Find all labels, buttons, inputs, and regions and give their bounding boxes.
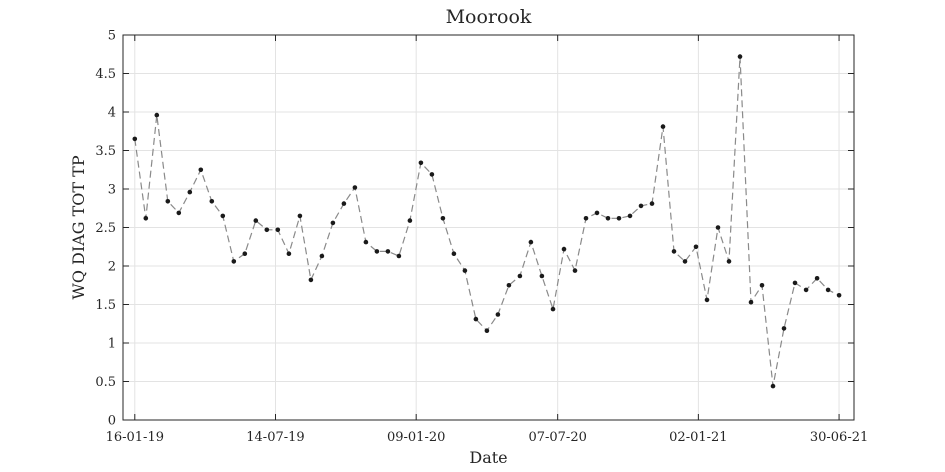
data-point [231,259,237,264]
y-tick-label: 1 [108,337,116,352]
tick-layer: 0 0.5 1 1.5 2 2.5 3 3.5 4 4.5 5 16-01-19 14-07-19 09-… [95,29,868,446]
data-point [605,216,611,221]
data-point [517,273,523,279]
data-point [451,251,457,256]
data-point [187,189,193,195]
data-point [484,328,490,334]
data-point [627,213,633,219]
x-tick-label: 14-07-19 [246,430,304,445]
data-point [495,312,501,317]
y-tick-label: 1.5 [95,298,116,313]
data-point [814,276,820,281]
data-point [209,199,215,204]
data-point [297,213,303,219]
data-point [759,283,765,288]
y-tick-label: 4.5 [95,67,116,82]
data-point [154,112,160,118]
data-point [143,216,149,221]
data-point [528,239,534,245]
data-point [649,201,655,206]
data-point [363,239,369,245]
data-point [836,293,842,298]
y-tick-label: 5 [108,29,116,44]
data-point [671,249,677,254]
series-line [134,56,840,387]
x-axis-label: Date [469,448,507,467]
x-tick-label: 07-07-20 [528,430,586,445]
data-point [660,124,666,129]
data-point [264,227,270,233]
data-point [308,277,314,283]
data-point [242,251,248,256]
y-tick-label: 3.5 [95,144,116,159]
data-point [693,244,699,250]
data-point [748,299,754,305]
data-point [737,54,743,59]
data-point [132,136,138,142]
data-point [704,297,710,303]
data-point [286,251,292,256]
y-tick-label: 4 [108,106,116,121]
data-point [319,253,325,259]
data-point [429,172,435,177]
data-point [374,249,380,254]
data-point [792,280,798,286]
data-point [220,213,226,219]
y-axis-label: WQ DIAG TOT TP [69,155,88,299]
data-point [770,383,776,389]
data-point [561,246,567,252]
data-point [825,287,831,293]
data-point [550,306,556,312]
x-tick-label: 09-01-20 [387,430,445,445]
data-point [418,160,424,166]
data-point [616,216,622,221]
grid-lines [123,34,854,421]
data-point [330,220,336,226]
data-point [638,203,644,209]
data-point [396,253,402,259]
data-point [583,216,589,221]
data-point [572,268,578,273]
y-tick-label: 0.5 [95,375,116,390]
data-point [726,259,732,264]
data-point [176,210,182,216]
data-point [594,210,600,216]
y-tick-label: 2.5 [95,221,116,236]
data-point [253,218,259,223]
data-point [473,316,479,322]
series-layer [132,54,842,389]
data-point [385,249,391,254]
x-tick-label: 30-06-21 [810,430,868,445]
data-point [275,227,281,233]
chart-title: Moorook [446,6,532,28]
data-point [781,326,787,331]
data-point [440,216,446,221]
data-point [506,283,512,288]
data-point [803,287,809,293]
data-point [165,199,171,204]
x-tick-label: 16-01-19 [106,430,164,445]
data-point [198,167,204,173]
x-tick-label: 02-01-21 [669,430,727,445]
data-point [462,268,468,273]
y-tick-label: 0 [108,414,116,429]
data-point [539,273,545,279]
data-point [352,185,358,190]
y-tick-label: 3 [108,183,116,198]
y-tick-label: 2 [108,260,116,275]
data-point [407,218,413,223]
data-point [715,225,721,230]
data-point [341,201,347,206]
data-point [682,259,688,264]
